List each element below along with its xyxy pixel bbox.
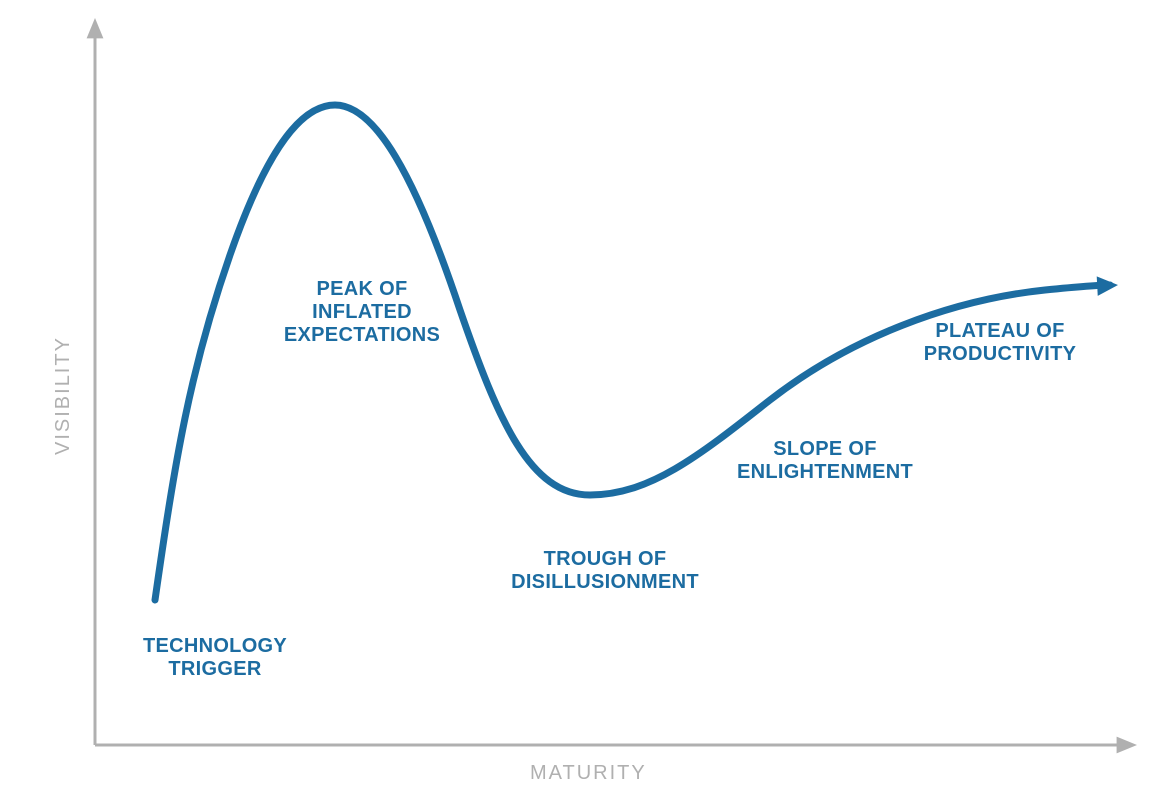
phase-label-technology_trigger: TECHNOLOGY TRIGGER: [105, 635, 325, 681]
hype-cycle-chart: MATURITY VISIBILITY TECHNOLOGY TRIGGER PE…: [0, 0, 1165, 802]
phase-label-slope_enlightenment: SLOPE OF ENLIGHTENMENT: [680, 438, 970, 484]
curve-end-arrow: [1097, 275, 1119, 296]
x-axis-arrow: [1117, 737, 1137, 754]
phase-label-trough_disillusionment: TROUGH OF DISILLUSIONMENT: [455, 548, 755, 594]
phase-label-peak_inflated_expectations: PEAK OF INFLATED EXPECTATIONS: [232, 278, 492, 347]
y-axis-arrow: [87, 18, 104, 38]
y-axis-label: VISIBILITY: [52, 336, 75, 455]
chart-svg: [0, 0, 1165, 802]
phase-label-plateau_productivity: PLATEAU OF PRODUCTIVITY: [870, 320, 1130, 366]
x-axis-label: MATURITY: [530, 762, 647, 785]
